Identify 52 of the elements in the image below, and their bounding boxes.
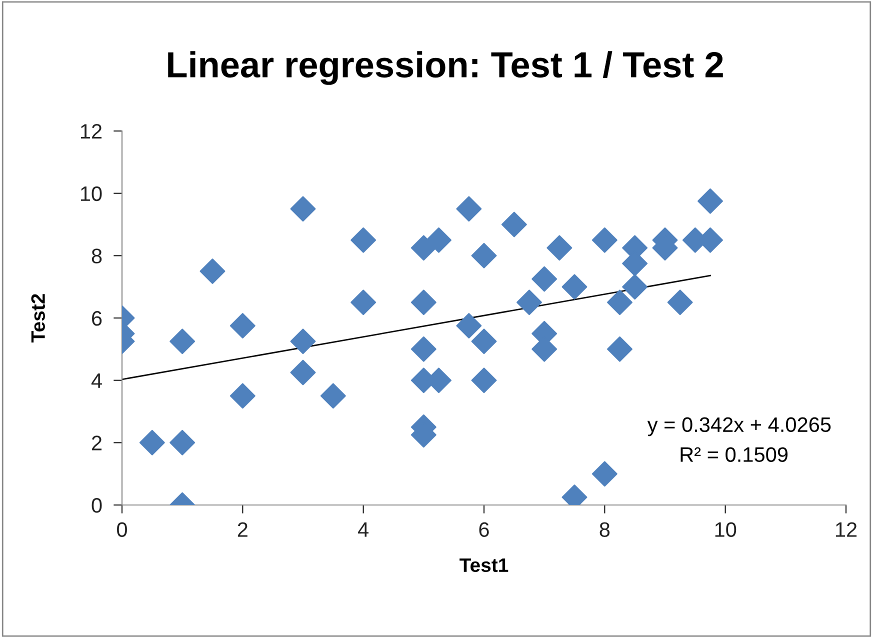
point (622, 274, 648, 300)
x-tick-label: 4 (358, 522, 369, 537)
point (592, 461, 618, 487)
point (698, 188, 723, 214)
point (139, 430, 165, 456)
point (290, 196, 316, 222)
x-axis-title: Test1 (460, 558, 508, 572)
y-tick-label: 12 (80, 124, 102, 139)
point (320, 383, 346, 409)
point (516, 290, 542, 316)
point (200, 258, 226, 284)
point (501, 212, 527, 238)
point (471, 368, 497, 394)
point (456, 196, 482, 222)
y-tick-label: 8 (92, 248, 102, 264)
x-tick-label: 8 (600, 522, 610, 537)
chart-title: Linear regression: Test 1 / Test 2 (168, 51, 723, 85)
annotation: R² = 0.1509 (680, 447, 788, 462)
point (230, 313, 256, 339)
x-tick-label: 2 (238, 522, 248, 537)
point (592, 227, 618, 253)
annotation: y = 0.342x + 4.0265 (647, 417, 831, 436)
point (410, 290, 436, 316)
point (607, 336, 632, 362)
point (170, 328, 196, 354)
x-tick-label: 0 (117, 522, 127, 537)
point (290, 328, 316, 354)
point (667, 290, 693, 316)
point (456, 313, 482, 339)
x-tick-label: 10 (715, 522, 736, 537)
y-tick-label: 2 (92, 436, 102, 450)
y-tick-label: 10 (80, 186, 102, 202)
point (471, 242, 497, 268)
point (546, 235, 572, 261)
point (350, 290, 376, 316)
point (290, 360, 316, 386)
point (410, 235, 436, 261)
y-tick-label: 6 (92, 311, 102, 326)
x-tick-label: 6 (479, 522, 489, 537)
point (426, 227, 452, 253)
y-axis-title: Test2 (31, 294, 45, 342)
x-tick-label: 12 (836, 522, 857, 537)
point (350, 227, 376, 253)
y-tick-label: 4 (91, 374, 102, 388)
point (607, 290, 632, 316)
point (170, 430, 196, 456)
y-tick-label: 0 (92, 498, 102, 513)
point (410, 336, 436, 362)
point (562, 274, 588, 300)
point (532, 266, 558, 292)
point (471, 328, 497, 354)
point (230, 383, 256, 409)
